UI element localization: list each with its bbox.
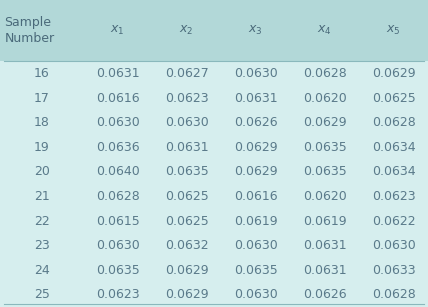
Text: 17: 17 bbox=[34, 92, 50, 105]
Text: 0.0640: 0.0640 bbox=[96, 165, 140, 178]
Text: 24: 24 bbox=[34, 264, 50, 277]
Text: 0.0633: 0.0633 bbox=[372, 264, 415, 277]
Text: 0.0635: 0.0635 bbox=[96, 264, 140, 277]
Text: 0.0631: 0.0631 bbox=[165, 141, 208, 154]
Text: 0.0616: 0.0616 bbox=[234, 190, 277, 203]
Text: 0.0629: 0.0629 bbox=[303, 116, 346, 129]
Text: 22: 22 bbox=[34, 215, 50, 227]
Text: 0.0635: 0.0635 bbox=[303, 141, 346, 154]
Text: 0.0631: 0.0631 bbox=[96, 67, 140, 80]
Text: 0.0619: 0.0619 bbox=[303, 215, 346, 227]
Text: 0.0636: 0.0636 bbox=[96, 141, 140, 154]
Text: 0.0631: 0.0631 bbox=[234, 92, 277, 105]
Text: 0.0634: 0.0634 bbox=[372, 141, 415, 154]
Text: 0.0627: 0.0627 bbox=[165, 67, 208, 80]
Text: 0.0623: 0.0623 bbox=[372, 190, 415, 203]
Text: 0.0615: 0.0615 bbox=[96, 215, 140, 227]
Bar bbox=[0, 0, 428, 61]
Text: 0.0625: 0.0625 bbox=[165, 215, 208, 227]
Text: 0.0620: 0.0620 bbox=[303, 92, 346, 105]
Text: 0.0628: 0.0628 bbox=[372, 288, 416, 301]
Text: 0.0635: 0.0635 bbox=[234, 264, 277, 277]
Text: Sample
Number: Sample Number bbox=[4, 16, 54, 45]
Text: $x_1$: $x_1$ bbox=[110, 24, 125, 37]
Text: 21: 21 bbox=[34, 190, 50, 203]
Text: 0.0635: 0.0635 bbox=[165, 165, 208, 178]
Text: 0.0626: 0.0626 bbox=[303, 288, 346, 301]
Text: 0.0629: 0.0629 bbox=[234, 165, 277, 178]
Text: 0.0628: 0.0628 bbox=[96, 190, 140, 203]
Text: 0.0623: 0.0623 bbox=[96, 288, 140, 301]
Text: 0.0619: 0.0619 bbox=[234, 215, 277, 227]
Text: 0.0630: 0.0630 bbox=[234, 288, 277, 301]
Text: 0.0631: 0.0631 bbox=[303, 239, 346, 252]
Text: 0.0629: 0.0629 bbox=[165, 264, 208, 277]
Text: 0.0630: 0.0630 bbox=[96, 239, 140, 252]
Bar bbox=[0, 0, 428, 61]
Text: 20: 20 bbox=[34, 165, 50, 178]
Text: $x_3$: $x_3$ bbox=[248, 24, 263, 37]
Text: 0.0634: 0.0634 bbox=[372, 165, 415, 178]
Text: 19: 19 bbox=[34, 141, 50, 154]
Text: 23: 23 bbox=[34, 239, 50, 252]
Text: 0.0616: 0.0616 bbox=[96, 92, 140, 105]
Text: 0.0630: 0.0630 bbox=[165, 116, 208, 129]
Text: 0.0632: 0.0632 bbox=[165, 239, 208, 252]
Text: 0.0630: 0.0630 bbox=[234, 67, 277, 80]
Text: 25: 25 bbox=[34, 288, 50, 301]
Text: 16: 16 bbox=[34, 67, 50, 80]
Text: 0.0629: 0.0629 bbox=[372, 67, 415, 80]
Text: 0.0623: 0.0623 bbox=[165, 92, 208, 105]
Text: 0.0631: 0.0631 bbox=[303, 264, 346, 277]
Text: 0.0622: 0.0622 bbox=[372, 215, 415, 227]
Text: 0.0625: 0.0625 bbox=[372, 92, 416, 105]
Text: 0.0625: 0.0625 bbox=[165, 190, 208, 203]
Text: 0.0630: 0.0630 bbox=[234, 239, 277, 252]
Text: $x_5$: $x_5$ bbox=[386, 24, 401, 37]
Text: 0.0620: 0.0620 bbox=[303, 190, 346, 203]
Text: 0.0629: 0.0629 bbox=[234, 141, 277, 154]
Text: 0.0628: 0.0628 bbox=[372, 116, 416, 129]
Text: 0.0635: 0.0635 bbox=[303, 165, 346, 178]
Text: 0.0630: 0.0630 bbox=[372, 239, 416, 252]
Text: 18: 18 bbox=[34, 116, 50, 129]
Text: $x_4$: $x_4$ bbox=[317, 24, 332, 37]
Text: $x_2$: $x_2$ bbox=[179, 24, 194, 37]
Text: 0.0626: 0.0626 bbox=[234, 116, 277, 129]
Text: 0.0629: 0.0629 bbox=[165, 288, 208, 301]
Text: 0.0630: 0.0630 bbox=[96, 116, 140, 129]
Text: 0.0628: 0.0628 bbox=[303, 67, 346, 80]
